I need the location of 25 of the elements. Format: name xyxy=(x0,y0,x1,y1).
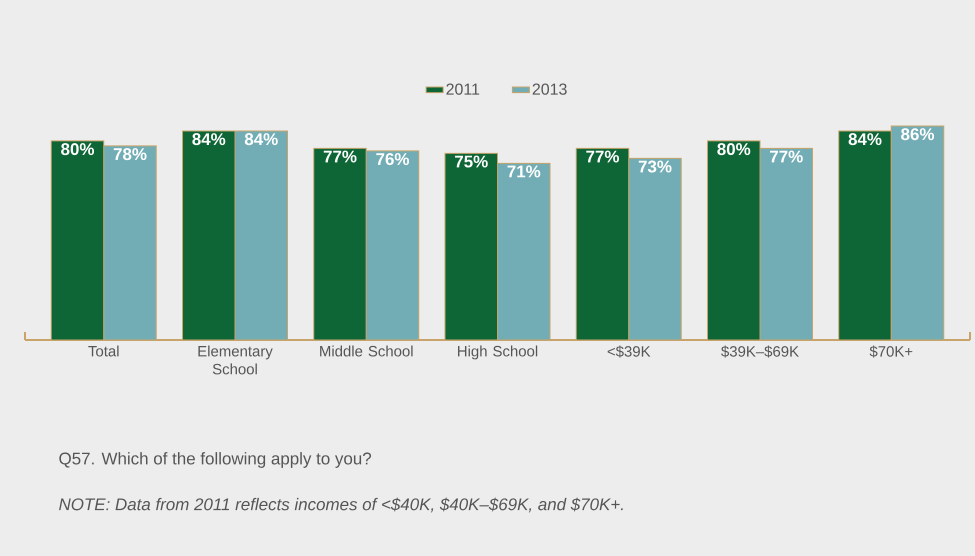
data-label: 84% xyxy=(848,133,882,146)
x-tick-label: Elementary School xyxy=(198,346,273,374)
data-label: 84% xyxy=(244,133,278,146)
data-label: 80% xyxy=(61,143,94,156)
x-tick-label: Total xyxy=(88,346,119,356)
legend-label: 2013 xyxy=(532,84,567,95)
x-tick-label: High School xyxy=(458,346,538,360)
data-label: 77% xyxy=(586,150,619,162)
text: NOTE: Data from 2011 reflects incomes of <$40K, $40K–$69K, and $70K+. xyxy=(59,498,623,512)
data-label: 78% xyxy=(114,148,147,160)
data-label: 77% xyxy=(770,150,803,162)
data-label: 77% xyxy=(324,150,356,162)
legend-label: 2011 xyxy=(446,84,480,95)
data-label: 71% xyxy=(508,166,540,178)
x-tick-label: <$39K xyxy=(608,346,650,358)
data-label: 73% xyxy=(638,160,672,173)
data-label: 80% xyxy=(717,143,750,156)
x-tick-label: Middle School xyxy=(320,346,413,356)
x-tick-label: $70K+ xyxy=(870,346,912,358)
data-label: 76% xyxy=(376,153,409,166)
text: Q57. Which of the following apply to you? xyxy=(59,452,372,468)
data-label: 84% xyxy=(192,133,226,146)
data-label: 86% xyxy=(901,128,934,140)
data-label: 75% xyxy=(455,156,488,168)
x-tick-label: $39K–$69K xyxy=(721,346,799,358)
